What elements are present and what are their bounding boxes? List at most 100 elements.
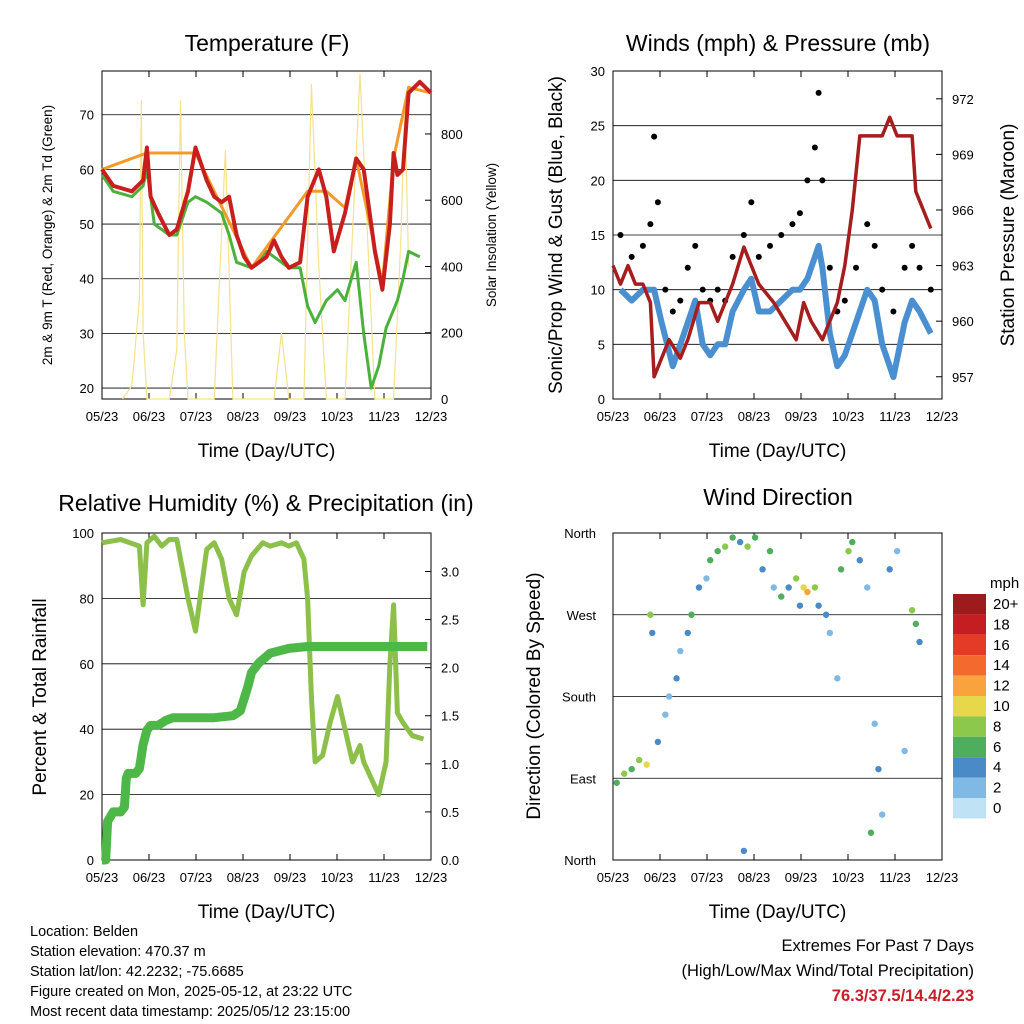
direction-point xyxy=(912,620,920,628)
direction-point xyxy=(647,611,654,618)
y-tick-label: 20 xyxy=(80,788,94,803)
humidity-series-line xyxy=(101,533,425,798)
y-tick-label: 0 xyxy=(87,853,94,868)
x-tick-label: 12/23 xyxy=(415,870,448,885)
gust-point xyxy=(647,221,654,228)
y-right-tick-label: 200 xyxy=(441,326,463,341)
gust-point xyxy=(811,144,818,151)
direction-point xyxy=(721,543,729,550)
y-right-tick-label: 1.5 xyxy=(441,709,459,724)
x-tick-label: 11/23 xyxy=(879,409,911,424)
y-right-tick-label: 0.5 xyxy=(441,805,459,820)
y-right-tick-label: 960 xyxy=(952,314,974,329)
direction-point xyxy=(613,779,620,786)
gust-point xyxy=(662,286,669,293)
direction-point xyxy=(908,607,916,614)
x-tick-label: 09/23 xyxy=(274,409,307,424)
extremes-title: Extremes For Past 7 Days xyxy=(781,937,974,955)
x-tick-label: 09/23 xyxy=(785,870,818,885)
direction-point xyxy=(736,538,744,546)
y-right-axis-title: Solar Insolation (Yellow) xyxy=(484,163,499,307)
direction-point xyxy=(744,543,751,550)
legend-label: 2 xyxy=(993,780,1001,797)
x-tick-label: 05/23 xyxy=(597,409,630,424)
y-right-tick-label: 2.5 xyxy=(441,613,459,628)
y-tick-label: 5 xyxy=(598,337,605,352)
y-right-tick-label: 400 xyxy=(441,259,463,274)
gust-point xyxy=(748,199,755,206)
y-tick-label: 60 xyxy=(80,162,94,177)
humidity-precip-panel: Relative Humidity (%) & Precipitation (i… xyxy=(30,490,474,923)
y-tick-label: 80 xyxy=(80,591,94,606)
extremes-box: Extremes For Past 7 Days (High/Low/Max W… xyxy=(681,934,974,1009)
gust-point xyxy=(871,242,878,249)
x-tick-label: 08/23 xyxy=(738,870,771,885)
x-tick-label: 08/23 xyxy=(738,409,771,424)
direction-point xyxy=(834,675,841,682)
latlon-text: Station lat/lon: 42.2232; -75.6685 xyxy=(30,964,244,980)
direction-point xyxy=(695,584,703,591)
y-right-axis-title: Station Pressure (Maroon) xyxy=(998,124,1019,347)
y-tick-label: South xyxy=(562,690,596,705)
direction-point xyxy=(837,566,845,573)
extremes-subtitle: (High/Low/Max Wind/Total Precipitation) xyxy=(681,962,974,980)
direction-point xyxy=(677,647,684,655)
gust-point xyxy=(651,133,658,140)
direction-point xyxy=(635,756,643,764)
legend-label: 10 xyxy=(993,698,1010,715)
x-tick-label: 07/23 xyxy=(180,409,213,424)
legend-swatch xyxy=(953,655,986,676)
x-tick-label: 12/23 xyxy=(926,870,959,885)
y-right-tick-label: 957 xyxy=(952,370,974,385)
legend-label: 6 xyxy=(993,739,1001,756)
legend-label: 14 xyxy=(993,657,1010,674)
y-right-tick-label: 2.0 xyxy=(441,661,459,676)
x-tick-label: 05/23 xyxy=(86,409,119,424)
direction-point xyxy=(864,584,871,591)
y-right-tick-label: 0 xyxy=(441,392,448,407)
gust-point xyxy=(755,253,762,260)
direction-point xyxy=(867,829,875,836)
dewpoint-series-line xyxy=(100,167,421,390)
x-axis-title: Time (Day/UTC) xyxy=(709,902,847,923)
wind-series-line xyxy=(618,242,934,381)
wind-direction-panel: Wind Direction 05/23 06/23 07/23 08/23 09/23 1… xyxy=(524,484,958,923)
direction-point xyxy=(621,770,628,777)
gust-point xyxy=(669,308,676,315)
panel-title: Wind Direction xyxy=(703,484,853,510)
y-right-tick-label: 1.0 xyxy=(441,757,459,772)
legend-swatch xyxy=(953,614,986,635)
direction-point xyxy=(714,547,721,555)
x-tick-label: 08/23 xyxy=(227,409,260,424)
direction-point xyxy=(845,547,852,555)
legend-swatch xyxy=(953,675,986,696)
legend-swatch xyxy=(953,777,986,798)
direction-point xyxy=(643,761,650,768)
gust-point xyxy=(684,264,691,271)
direction-point xyxy=(871,720,878,727)
gust-point xyxy=(677,297,684,304)
gust-point xyxy=(853,264,860,271)
legend-swatch xyxy=(953,696,986,717)
y-tick-label: 30 xyxy=(591,64,605,79)
direction-point xyxy=(778,593,785,600)
gust-point xyxy=(916,264,923,271)
direction-point xyxy=(785,584,792,591)
solar-series-line xyxy=(122,73,410,400)
y-right-tick-label: 800 xyxy=(441,127,463,142)
y-tick-label: 10 xyxy=(591,283,605,298)
plot-frame xyxy=(101,532,432,861)
gust-point xyxy=(864,221,871,228)
temp-9m-series-line xyxy=(101,85,432,286)
x-tick-label: 06/23 xyxy=(644,870,677,885)
station-info: Location: Belden Station elevation: 470.… xyxy=(30,922,352,1022)
y-right-tick-label: 3.0 xyxy=(441,564,459,579)
x-tick-label: 10/23 xyxy=(321,409,354,424)
direction-point xyxy=(770,584,777,591)
x-tick-label: 11/23 xyxy=(368,870,400,885)
direction-point xyxy=(688,611,695,618)
gust-point xyxy=(826,264,833,271)
y-right-tick-label: 0.0 xyxy=(441,853,459,868)
direction-point xyxy=(916,638,923,646)
